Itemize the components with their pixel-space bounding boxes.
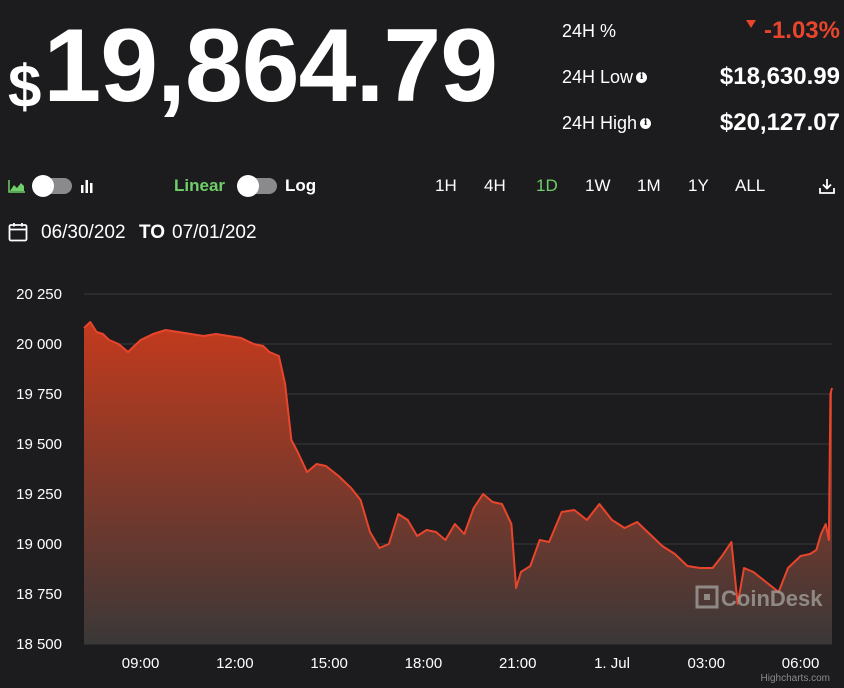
scale-linear-text: Linear <box>174 176 226 195</box>
high-24h-label-wrap: 24H High i <box>562 112 652 134</box>
x-tick-label: 09:00 <box>122 655 160 672</box>
current-price: $ 19,864.79 <box>8 8 498 124</box>
y-tick-label: 19 750 <box>16 386 62 403</box>
down-arrow-icon <box>745 20 756 28</box>
low-24h-label-wrap: 24H Low i <box>562 66 648 88</box>
coindesk-logo-icon <box>695 585 719 609</box>
price-area-fill <box>84 322 832 644</box>
range-label: ALL <box>735 176 766 195</box>
calendar-icon[interactable] <box>8 222 28 242</box>
scale-linear-label[interactable]: Linear <box>174 170 225 202</box>
low-24h-row: 24H Low i $18,630.99 <box>562 54 840 100</box>
info-icon[interactable]: i <box>636 71 648 83</box>
date-range: 06/30/202 TO 07/01/202 <box>0 218 300 250</box>
range-button-1d[interactable]: 1D <box>536 170 558 202</box>
high-24h-label: 24H High <box>562 112 638 133</box>
range-label: 1W <box>585 176 611 195</box>
scale-log-label[interactable]: Log <box>285 170 316 202</box>
range-label: 4H <box>484 176 506 195</box>
x-tick-label: 15:00 <box>310 655 348 672</box>
x-tick-label: 12:00 <box>216 655 254 672</box>
x-tick-label: 1. Jul <box>594 655 630 672</box>
range-label: 1H <box>435 176 457 195</box>
date-to-input[interactable]: 07/01/202 <box>172 222 257 243</box>
range-button-1w[interactable]: 1W <box>585 170 611 202</box>
range-label: 1M <box>637 176 661 195</box>
y-tick-label: 19 250 <box>16 486 62 503</box>
highcharts-credits[interactable]: Highcharts.com <box>761 673 830 684</box>
range-button-1m[interactable]: 1M <box>637 170 661 202</box>
change-24h-value-wrap: -1.03% <box>745 17 840 45</box>
range-label: 1D <box>536 176 558 195</box>
high-24h-row: 24H High i $20,127.07 <box>562 100 840 146</box>
low-24h-label: 24H Low <box>562 66 634 87</box>
chart-controls: Linear Log 1H 4H 1D 1W 1M 1Y ALL <box>0 170 844 202</box>
range-label: 1Y <box>688 176 709 195</box>
range-button-all[interactable]: ALL <box>735 170 765 202</box>
range-button-1h[interactable]: 1H <box>435 170 457 202</box>
y-tick-label: 18 500 <box>16 636 62 653</box>
y-tick-label: 19 000 <box>16 536 62 553</box>
y-tick-label: 20 250 <box>16 286 62 303</box>
bar-chart-icon[interactable] <box>80 170 94 202</box>
x-tick-label: 21:00 <box>499 655 537 672</box>
watermark-text: CoinDesk <box>721 586 823 611</box>
price-value: 19,864.79 <box>43 8 498 124</box>
y-tick-label: 19 500 <box>16 436 62 453</box>
range-button-1y[interactable]: 1Y <box>688 170 709 202</box>
coindesk-watermark: CoinDesk <box>695 585 823 611</box>
area-chart-icon[interactable] <box>8 170 26 202</box>
range-button-4h[interactable]: 4H <box>484 170 506 202</box>
low-24h-value: $18,630.99 <box>719 63 840 90</box>
change-24h-row: 24H % -1.03% <box>562 8 840 54</box>
y-axis-labels: 20 250 20 000 19 750 19 500 19 250 19 000 18 7… <box>16 286 62 653</box>
change-24h-label: 24H % <box>562 20 617 41</box>
y-tick-label: 20 000 <box>16 336 62 353</box>
download-icon[interactable] <box>818 170 836 202</box>
high-24h-value: $20,127.07 <box>719 109 840 136</box>
y-tick-label: 18 750 <box>16 586 62 603</box>
date-from-input[interactable]: 06/30/202 <box>41 222 126 243</box>
price-chart[interactable]: 20 250 20 000 19 750 19 500 19 250 19 000 18 7… <box>0 270 844 688</box>
currency-symbol: $ <box>8 53 42 120</box>
x-tick-label: 03:00 <box>688 655 726 672</box>
change-24h-value: -1.03% <box>763 17 840 44</box>
price-line <box>83 321 833 605</box>
scale-log-text: Log <box>285 176 317 195</box>
x-tick-label: 06:00 <box>782 655 820 672</box>
x-axis-labels: 09:00 12:00 15:00 18:00 21:00 1. Jul 03:00 06:0… <box>122 655 820 672</box>
x-tick-label: 18:00 <box>405 655 443 672</box>
info-icon[interactable]: i <box>640 117 652 129</box>
chart-type-toggle[interactable] <box>32 170 72 202</box>
price-stats-panel: 24H % -1.03% 24H Low i $18,630.99 24H Hi… <box>562 8 840 146</box>
scale-toggle[interactable] <box>237 170 277 202</box>
date-to-label: TO <box>139 222 166 243</box>
